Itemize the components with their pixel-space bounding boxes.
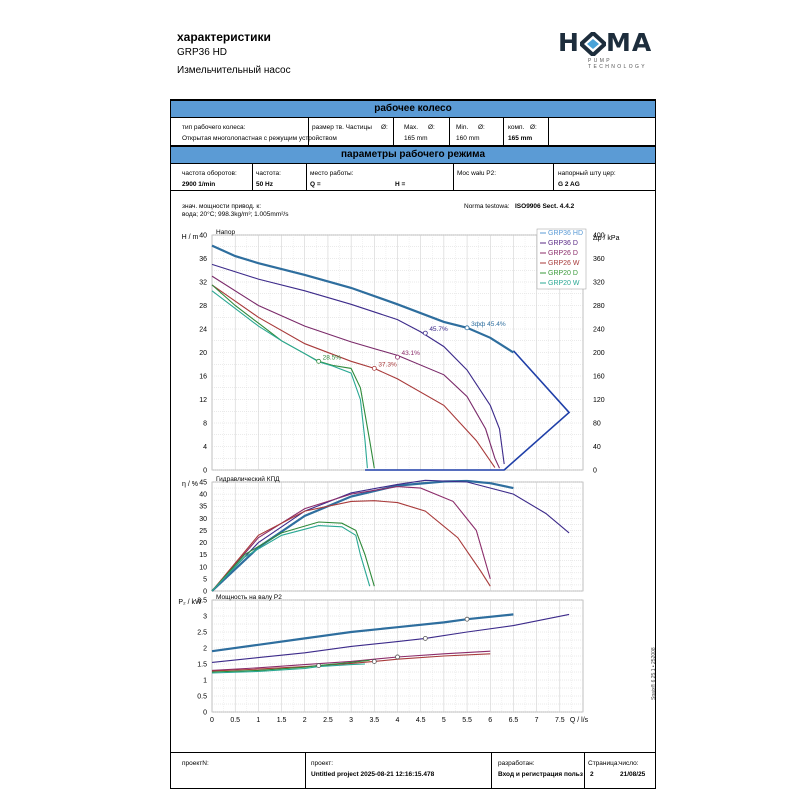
homa-logo: H MA PUMP TECHNOLOGY	[558, 28, 658, 72]
date-label: число:	[619, 760, 639, 767]
note-line-1: знач. мощности привод. к:	[182, 203, 262, 210]
page-label: Страница:	[588, 760, 620, 767]
min-diameter-value: 160 mm	[456, 135, 480, 142]
logo-subtitle: PUMP TECHNOLOGY	[588, 58, 648, 70]
max-diameter-value: 165 mm	[404, 135, 428, 142]
frequency-label: частота:	[256, 170, 281, 177]
norm-value: ISO9906 Sect. 4.4.2	[515, 203, 575, 210]
author-label: разработан:	[498, 760, 535, 767]
max-diameter-label: Max.	[404, 124, 419, 131]
comp-diameter-label: комп.	[508, 124, 525, 131]
datasheet-frame	[170, 99, 656, 789]
impeller-type-label: тип рабочего колеса:	[182, 124, 246, 131]
model-name: GRP36 HD	[177, 47, 228, 58]
outlet-label: напорный шту цер:	[558, 170, 616, 177]
speed-label: частота оборотов:	[182, 170, 237, 177]
date-value: 21/08/25	[620, 771, 646, 778]
software-stamp: Spaix® 6.25.1 • 252008	[651, 647, 657, 700]
speed-value: 2900 1/min	[182, 181, 216, 188]
operating-heading: параметры рабочего режима	[171, 146, 655, 164]
shaft-power-label: Moc wału P2:	[457, 170, 497, 177]
flow-value: Q =	[310, 181, 321, 188]
min-diameter-label: Min.	[456, 124, 469, 131]
impeller-heading: рабочее колесо	[171, 100, 655, 118]
project-no-label: проектN:	[182, 760, 209, 767]
doc-title: характеристики	[177, 30, 271, 44]
author-value: Вход и регистрация польз	[498, 771, 584, 778]
particle-size-symbol: Ø:	[381, 124, 388, 131]
project-value: Untitled project 2025-08-21 12:16:15.478	[311, 771, 435, 778]
pump-description: Измельчительный насос	[177, 65, 291, 76]
operating-point-label: место работы:	[310, 170, 354, 177]
max-diameter-symbol: Ø:	[428, 124, 435, 131]
impeller-type-value: Открытая многолопастная с режущим устрой…	[182, 135, 337, 142]
min-diameter-symbol: Ø:	[478, 124, 485, 131]
head-value: H =	[395, 181, 406, 188]
comp-diameter-value: 165 mm	[508, 135, 533, 142]
comp-diameter-symbol: Ø:	[530, 124, 537, 131]
project-label: проект:	[311, 760, 334, 767]
frequency-value: 50 Hz	[256, 181, 273, 188]
norm-label: Norma testowa:	[464, 203, 510, 210]
outlet-value: G 2 AG	[558, 181, 580, 188]
particle-size-label: размер тв. Частицы	[312, 124, 372, 131]
logo-wordmark: H MA	[558, 28, 653, 57]
page-value: 2	[590, 771, 594, 778]
note-line-2: вода; 20°C; 998.3kg/m³; 1.005mm²/s	[182, 211, 289, 218]
